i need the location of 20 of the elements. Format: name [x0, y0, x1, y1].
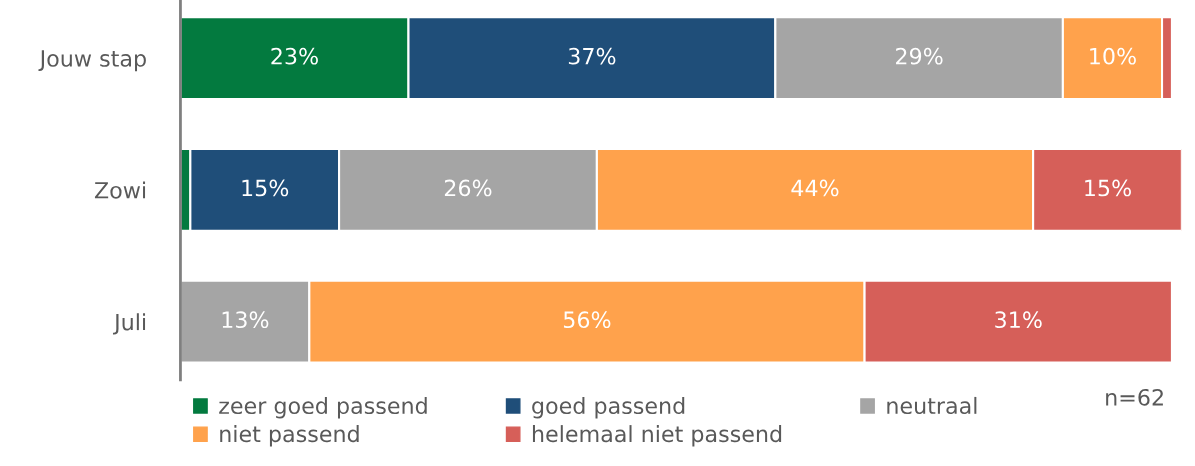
data-label: 29%: [896, 47, 943, 65]
legend-label: helemaal niet passend: [532, 425, 782, 447]
data-label: 15%: [1085, 179, 1131, 197]
data-label: 37%: [568, 47, 616, 65]
y-tick-label: Juli: [112, 313, 146, 335]
data-label: 26%: [444, 179, 492, 197]
y-tick-label: Zowi: [94, 181, 146, 199]
legend-label: neutraal: [887, 396, 977, 415]
legend-label: zeer goed passend: [219, 396, 427, 419]
data-label: 15%: [242, 179, 289, 197]
data-label: 44%: [791, 179, 839, 197]
data-label: 10%: [1090, 47, 1136, 65]
data-label: 56%: [563, 311, 611, 329]
data-label: 31%: [995, 311, 1042, 329]
y-tick-label: Jouw stap: [38, 50, 146, 72]
legend-label: niet passend: [220, 425, 359, 447]
legend-label: goed passend: [532, 396, 685, 419]
data-label: 13%: [222, 311, 269, 329]
text: n=62: [1106, 388, 1163, 406]
data-label: 23%: [271, 47, 318, 65]
